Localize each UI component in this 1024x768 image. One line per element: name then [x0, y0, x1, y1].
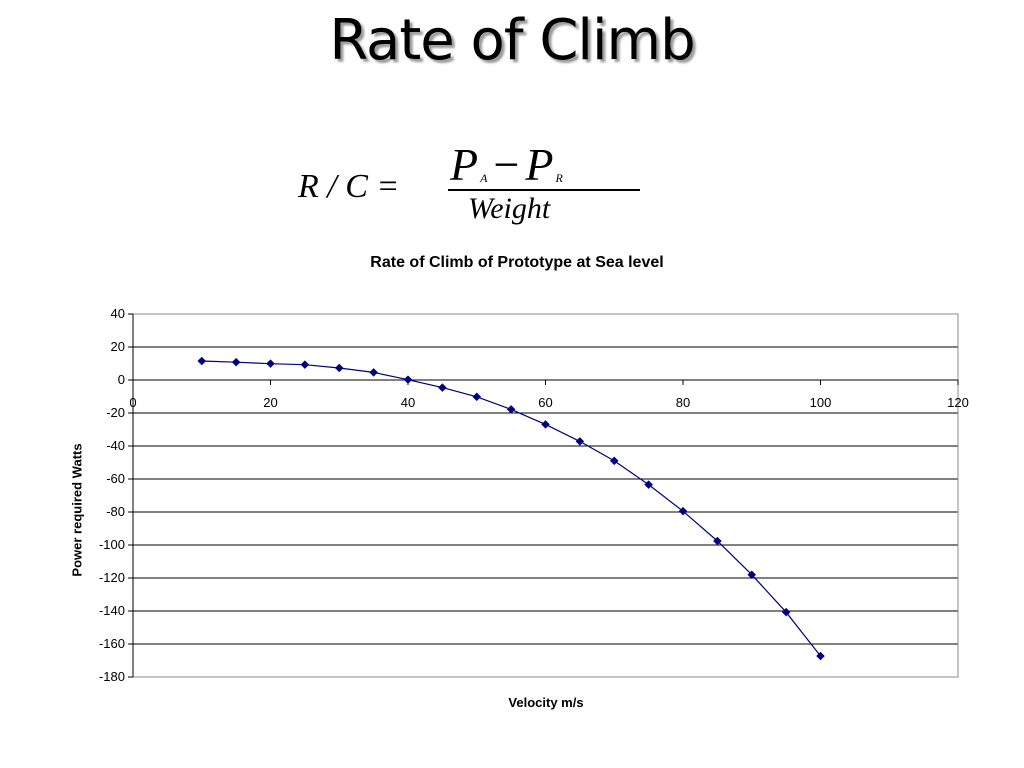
y-axis-label: Power required Watts: [69, 443, 84, 576]
data-point: [472, 392, 482, 402]
y-tick-label: 20: [111, 339, 125, 354]
data-point: [403, 375, 413, 385]
formula-minus: −: [493, 139, 520, 190]
data-point: [541, 420, 550, 429]
data-point: [266, 359, 275, 369]
data-point: [438, 383, 447, 392]
data-point: [644, 480, 653, 489]
data-point: [369, 368, 378, 377]
y-tick-label: -80: [106, 504, 125, 519]
power-required-subscript: R: [555, 171, 563, 185]
y-tick-label: -40: [106, 438, 125, 453]
data-point: [678, 506, 688, 516]
y-tick-label: 40: [111, 306, 125, 321]
data-point: [575, 437, 585, 446]
chart-title: Rate of Climb of Prototype at Sea level: [370, 254, 664, 271]
slide-title: Rate of Climb: [329, 8, 695, 73]
x-tick-label: 0: [129, 395, 136, 410]
y-tick-label: -20: [106, 405, 125, 420]
x-tick-label: 80: [676, 395, 690, 410]
data-point: [747, 570, 757, 580]
grid-lines: [133, 313, 958, 678]
series: [197, 356, 825, 661]
axes: 40 20 0 -20 -40 -60 -80 -100 -120 -140 -160 -180 0 20…: [99, 306, 969, 684]
data-point: [231, 357, 241, 367]
power-required-symbol: P: [525, 139, 554, 190]
y-tick-label: -120: [99, 570, 125, 585]
x-tick-label: 120: [947, 395, 969, 410]
formula-numerator: P A − P R: [450, 138, 563, 191]
formula-denominator: Weight: [468, 192, 551, 225]
data-point: [334, 363, 344, 373]
fraction-bar: [448, 189, 640, 191]
x-tick-label: 100: [810, 395, 832, 410]
x-axis-label: Velocity m/s: [508, 695, 583, 710]
data-point: [197, 356, 207, 366]
data-point: [781, 607, 791, 617]
x-tick-label: 40: [401, 395, 415, 410]
data-point: [713, 536, 722, 546]
data-point: [816, 651, 825, 661]
y-tick-label: -140: [99, 603, 125, 618]
power-available-symbol: P: [450, 139, 479, 190]
y-tick-label: -160: [99, 636, 125, 651]
y-tick-label: 0: [118, 372, 125, 387]
x-tick-label: 20: [263, 395, 277, 410]
data-point: [506, 405, 516, 414]
y-tick-label: -60: [106, 471, 125, 486]
formula-lhs: R / C =: [298, 168, 400, 205]
y-tick-label: -100: [99, 537, 125, 552]
data-point: [300, 360, 310, 370]
y-tick-label: -180: [99, 669, 125, 684]
plot-area-border: [132, 313, 959, 678]
power-available-subscript: A: [480, 171, 488, 185]
x-tick-label: 60: [538, 395, 552, 410]
data-point: [609, 456, 619, 466]
